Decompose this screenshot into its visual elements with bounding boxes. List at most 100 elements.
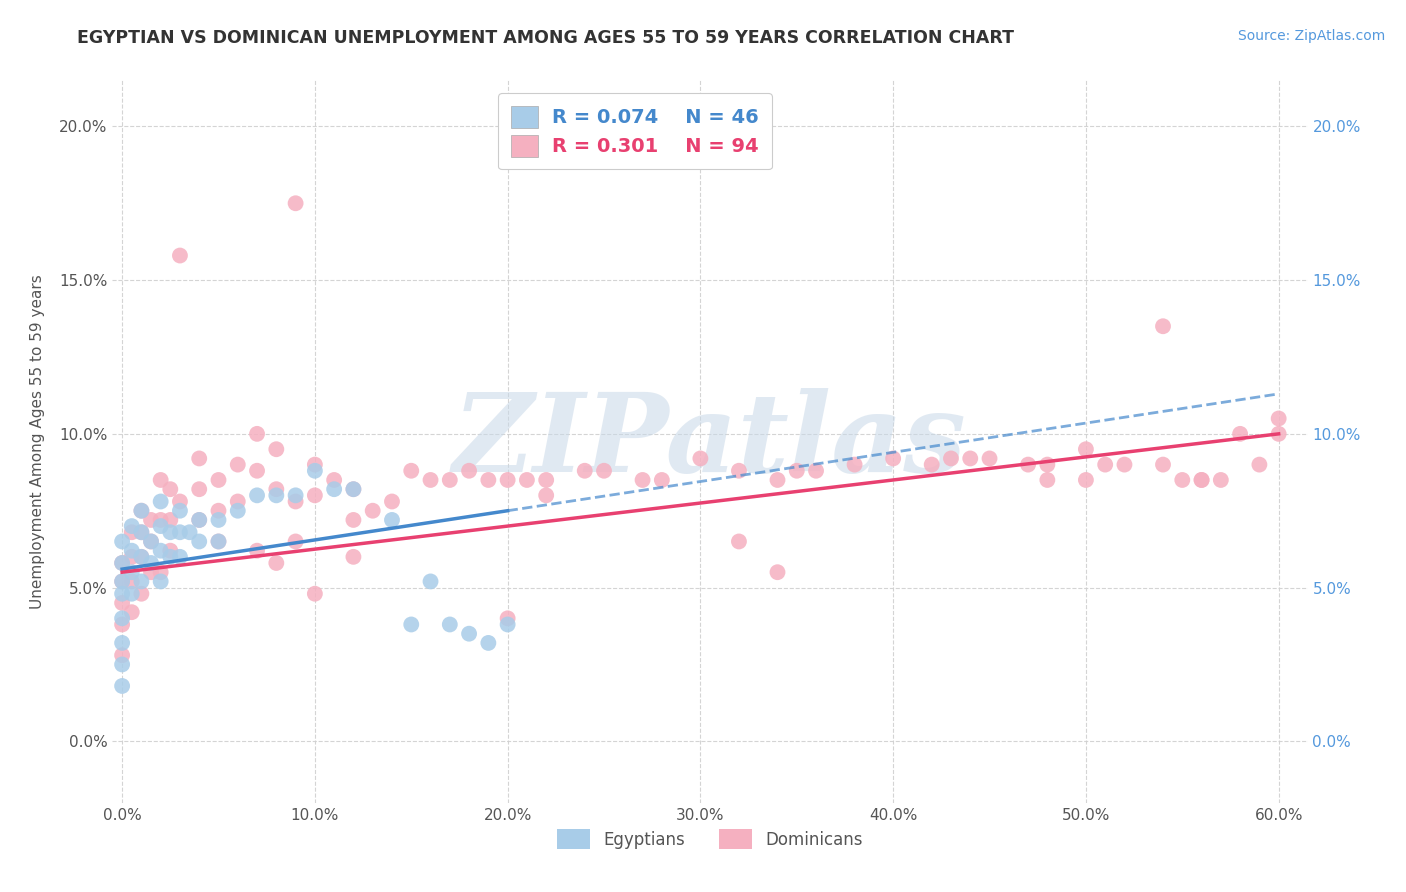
Point: [979, 451, 1001, 466]
Point: [111, 596, 134, 610]
Point: [1267, 411, 1289, 425]
Point: [121, 574, 143, 589]
Point: [1074, 442, 1097, 457]
Point: [419, 473, 441, 487]
Point: [1017, 458, 1039, 472]
Point: [139, 565, 162, 579]
Point: [188, 513, 211, 527]
Point: [882, 451, 904, 466]
Point: [959, 451, 981, 466]
Y-axis label: Unemployment Among Ages 55 to 59 years: Unemployment Among Ages 55 to 59 years: [31, 274, 45, 609]
Point: [121, 565, 143, 579]
Point: [131, 525, 153, 540]
Point: [728, 464, 751, 478]
Point: [381, 513, 404, 527]
Point: [477, 636, 499, 650]
Point: [149, 519, 172, 533]
Point: [534, 473, 557, 487]
Point: [121, 587, 143, 601]
Point: [131, 504, 153, 518]
Point: [226, 494, 249, 508]
Point: [401, 617, 423, 632]
Point: [439, 473, 461, 487]
Point: [139, 513, 162, 527]
Point: [1191, 473, 1213, 487]
Point: [1074, 473, 1097, 487]
Point: [323, 482, 346, 496]
Point: [226, 504, 249, 518]
Point: [188, 513, 211, 527]
Point: [169, 504, 191, 518]
Point: [419, 574, 441, 589]
Point: [111, 657, 134, 672]
Point: [226, 458, 249, 472]
Point: [439, 617, 461, 632]
Point: [496, 611, 519, 625]
Point: [284, 488, 307, 502]
Text: EGYPTIAN VS DOMINICAN UNEMPLOYMENT AMONG AGES 55 TO 59 YEARS CORRELATION CHART: EGYPTIAN VS DOMINICAN UNEMPLOYMENT AMONG…: [77, 29, 1014, 46]
Point: [534, 488, 557, 502]
Point: [1152, 319, 1174, 334]
Point: [121, 519, 143, 533]
Point: [844, 458, 866, 472]
Point: [179, 525, 201, 540]
Point: [121, 605, 143, 619]
Point: [304, 488, 326, 502]
Point: [266, 488, 288, 502]
Point: [159, 482, 181, 496]
Point: [284, 196, 307, 211]
Point: [689, 451, 711, 466]
Text: ZIPatlas: ZIPatlas: [453, 388, 967, 495]
Point: [1209, 473, 1232, 487]
Point: [1267, 426, 1289, 441]
Point: [111, 556, 134, 570]
Point: [131, 587, 153, 601]
Point: [728, 534, 751, 549]
Point: [496, 617, 519, 632]
Point: [169, 525, 191, 540]
Point: [766, 565, 789, 579]
Point: [651, 473, 673, 487]
Point: [1114, 458, 1136, 472]
Point: [149, 565, 172, 579]
Point: [131, 525, 153, 540]
Point: [207, 473, 229, 487]
Point: [304, 587, 326, 601]
Point: [111, 648, 134, 663]
Point: [111, 574, 134, 589]
Point: [342, 549, 364, 564]
Point: [266, 482, 288, 496]
Point: [496, 473, 519, 487]
Point: [804, 464, 827, 478]
Point: [401, 464, 423, 478]
Point: [131, 549, 153, 564]
Point: [266, 556, 288, 570]
Point: [188, 451, 211, 466]
Point: [169, 494, 191, 508]
Point: [246, 543, 269, 558]
Point: [342, 513, 364, 527]
Point: [323, 473, 346, 487]
Point: [111, 574, 134, 589]
Point: [246, 488, 269, 502]
Point: [304, 458, 326, 472]
Point: [1036, 473, 1059, 487]
Point: [111, 556, 134, 570]
Point: [1191, 473, 1213, 487]
Point: [342, 482, 364, 496]
Point: [786, 464, 808, 478]
Point: [284, 494, 307, 508]
Point: [131, 549, 153, 564]
Point: [149, 494, 172, 508]
Point: [121, 525, 143, 540]
Point: [131, 504, 153, 518]
Point: [1036, 458, 1059, 472]
Point: [169, 549, 191, 564]
Point: [284, 534, 307, 549]
Point: [246, 426, 269, 441]
Point: [149, 473, 172, 487]
Point: [149, 543, 172, 558]
Point: [111, 636, 134, 650]
Point: [139, 534, 162, 549]
Text: Source: ZipAtlas.com: Source: ZipAtlas.com: [1237, 29, 1385, 43]
